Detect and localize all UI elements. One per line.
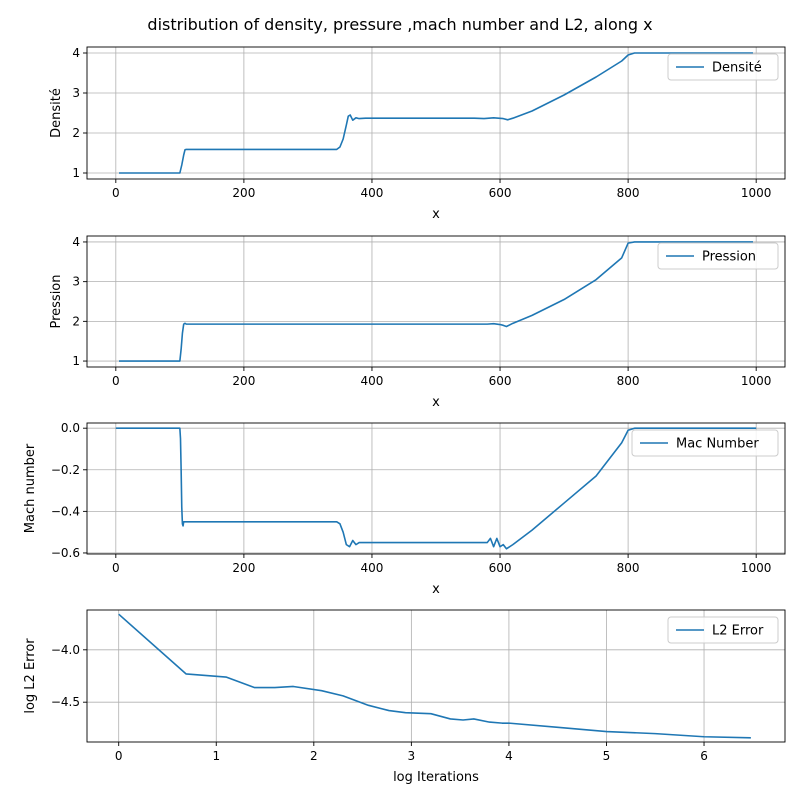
x-tick-label: 800 [617,374,640,388]
y-axis-label: Densité [49,88,64,138]
legend-box [667,616,779,644]
y-tick-label: 2 [72,126,80,140]
legend: L2 Error [667,616,779,644]
series-line-2 [119,241,753,362]
x-tick-label: 600 [489,186,512,200]
x-tick-label: 600 [489,561,512,575]
x-tick-label: 0 [112,561,120,575]
y-tick-label: −0.6 [51,546,80,560]
series-line-3 [115,427,757,550]
legend-box [657,242,779,270]
subplot-2: 0 200 400 600 800 1000 1 2 3 4 x Pression Pression [49,235,786,410]
x-tick-label: 1000 [741,374,772,388]
y-tick-label: 0.0 [61,421,80,435]
x-tick-label: 1000 [741,561,772,575]
x-tick-label: 1 [212,749,220,763]
x-tick-label: 400 [361,186,384,200]
y-tick-label: −4.0 [51,643,80,657]
y-tick-label: −4.5 [51,695,80,709]
axes-frame [86,422,786,555]
x-tick-label: 0 [112,186,120,200]
y-tick-label: 4 [72,235,80,249]
x-tick-label: 3 [408,749,416,763]
axes-frame [86,46,786,180]
axes-frame [86,235,786,368]
y-tick-label: 2 [72,314,80,328]
legend-label: L2 Error [712,624,764,639]
legend: Pression [657,242,779,270]
x-tick-label: 600 [489,374,512,388]
y-tick-label: 3 [72,275,80,289]
x-tick-label: 0 [112,374,120,388]
x-tick-label: 200 [232,561,255,575]
x-axis-label: x [432,582,440,597]
x-tick-label: 800 [617,186,640,200]
y-axis-label: Pression [49,274,64,328]
x-tick-label: 400 [361,374,384,388]
axes-frame [86,609,786,743]
legend: Mac Number [631,429,779,457]
legend-label: Densité [712,61,762,76]
subplot-3: 0 200 400 600 800 1000 0.0 −0.2 −0.4 −0.6 x Mach nu… [23,421,786,597]
x-tick-label: 6 [700,749,708,763]
subplot-4: 0 1 2 3 4 5 6 −4.0 −4.5 log Iterations log L2 Erro… [23,609,786,785]
y-axis-label: Mach number [23,443,38,533]
x-tick-label: 1000 [741,186,772,200]
legend: Densité [667,53,779,81]
x-axis-label: x [432,395,440,410]
y-axis-label: log L2 Error [23,638,38,714]
x-axis-label: log Iterations [393,770,479,785]
series-line-4 [118,613,751,739]
y-tick-label: −0.2 [51,463,80,477]
x-tick-label: 4 [505,749,513,763]
subplot-1: 0 200 400 600 800 1000 1 2 3 4 x Densité Densité [49,46,786,222]
x-tick-label: 800 [617,561,640,575]
x-tick-label: 0 [115,749,123,763]
x-tick-label: 5 [603,749,611,763]
series-line-1 [119,52,753,174]
figure-title: distribution of density, pressure ,mach … [147,15,652,34]
legend-box [667,53,779,81]
legend-label: Pression [702,250,756,265]
legend-box [631,429,779,457]
x-tick-label: 200 [232,374,255,388]
x-tick-label: 200 [232,186,255,200]
y-tick-label: 1 [72,354,80,368]
y-tick-label: 1 [72,166,80,180]
y-tick-label: 4 [72,46,80,60]
x-tick-label: 400 [361,561,384,575]
x-tick-label: 2 [310,749,318,763]
legend-label: Mac Number [676,437,759,452]
y-tick-label: 3 [72,86,80,100]
x-axis-label: x [432,207,440,222]
y-tick-label: −0.4 [51,504,80,518]
